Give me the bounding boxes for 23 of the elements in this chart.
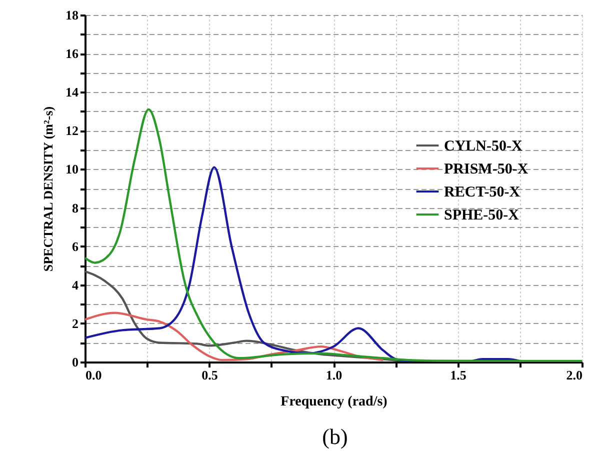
y-tick-label: 8 [72, 200, 79, 216]
y-axis-title: SPECTRAL DENSITY (m²-s) [40, 106, 56, 272]
y-tick-label: 16 [66, 46, 79, 62]
x-tick-label: 0.0 [86, 368, 102, 382]
text: (b) [322, 424, 348, 449]
legend-label: RECT-50-X [444, 184, 520, 200]
y-tick-label: 14 [66, 84, 79, 100]
y-tick-label: 18 [66, 8, 79, 22]
x-tick-label: 2.0 [566, 368, 582, 382]
y-tick-label: 2 [72, 316, 78, 331]
legend-label: SPHE-50-X [444, 208, 520, 224]
x-tick-label: 0.5 [202, 368, 218, 382]
x-axis-title: Frequency (rad/s) [280, 394, 388, 410]
y-tick-label: 12 [66, 123, 78, 138]
y-tick-label: 10 [66, 162, 78, 177]
y-tick-label: 6 [72, 238, 79, 254]
y-tick-label: 4 [72, 277, 79, 292]
x-tick-label: 1.0 [326, 368, 342, 382]
x-tick-label: 1.5 [450, 368, 467, 382]
y-tick-label: 0 [72, 354, 78, 370]
legend-label: CYLN-50-X [444, 138, 522, 154]
line-series [85, 312, 384, 362]
legend-label: PRISM-50-X [444, 162, 528, 178]
